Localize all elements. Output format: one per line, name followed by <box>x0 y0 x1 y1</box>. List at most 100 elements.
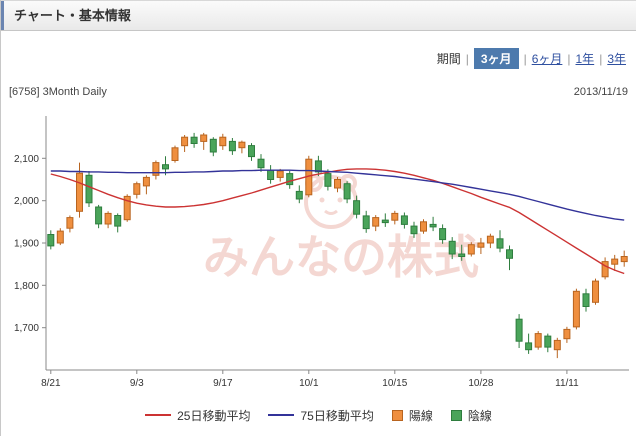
candle-body <box>506 249 513 259</box>
candle-body <box>95 206 103 225</box>
candle-body <box>66 217 74 229</box>
candle-body <box>362 215 370 230</box>
legend-ma75: 75日移動平均 <box>268 407 374 424</box>
period-selector: 期間 | 3ヶ月 | 6ヶ月 | 1年 | 3年 <box>437 48 626 69</box>
candle-body <box>171 147 179 161</box>
candle-body <box>238 141 246 149</box>
candle-body <box>582 293 590 308</box>
ma25-line-sample <box>145 414 172 416</box>
legend-bullish-label: 陽線 <box>408 408 433 423</box>
candle-body <box>477 242 485 248</box>
candle-body <box>324 173 332 187</box>
candle-body <box>563 328 571 340</box>
candle-body <box>553 339 561 351</box>
candle-body <box>601 261 609 278</box>
price-chart: みんなの株式 1,700 1,800 1,900 2,000 2,100 8/21 9/3 9… <box>14 116 629 389</box>
ma25-line <box>50 168 625 275</box>
candle-body <box>429 223 437 228</box>
candle-body <box>334 179 341 189</box>
x-tick-label: 10/1 <box>299 378 319 389</box>
watermark: みんなの株式 <box>203 174 479 283</box>
candle-body <box>76 172 83 212</box>
panel-header: チャート・基本情報 <box>1 0 636 31</box>
candle-body <box>104 212 112 225</box>
legend-ma25-label: 25日移動平均 <box>177 408 251 423</box>
candle-body <box>85 174 93 204</box>
candle-body <box>496 238 504 249</box>
candle-body <box>56 230 64 244</box>
panel-title: チャート・基本情報 <box>14 8 131 23</box>
chart-code-label: [6758] 3Month Daily <box>9 86 107 98</box>
candle-body <box>286 173 294 186</box>
candle-body <box>248 145 255 158</box>
candle-body <box>620 256 628 263</box>
candle-body <box>592 280 599 303</box>
candle-body <box>448 240 456 255</box>
x-tick-label: 9/17 <box>213 378 233 389</box>
candle-body <box>572 290 580 328</box>
ma75-line-sample <box>268 414 295 416</box>
candle-body <box>219 136 227 147</box>
legend-ma25: 25日移動平均 <box>145 407 250 424</box>
period-option-6months[interactable]: 6ヶ月 <box>531 52 563 66</box>
candle-body <box>458 253 466 257</box>
period-label: 期間 <box>436 52 461 66</box>
candle-body <box>162 164 169 170</box>
candle-body <box>295 190 303 200</box>
y-tick-label: 1,900 <box>14 239 39 250</box>
candle-body <box>391 212 399 221</box>
candle-body <box>190 136 198 145</box>
chart-date: 2013/11/19 <box>573 86 628 98</box>
candle-body <box>228 140 236 152</box>
candle-body <box>257 158 265 169</box>
chart-legend: 25日移動平均 75日移動平均 陽線 陰線 <box>1 402 636 428</box>
candle-body <box>47 234 55 247</box>
panel-header-accent <box>1 1 4 30</box>
candle-body <box>534 333 542 348</box>
candle-body <box>181 136 189 147</box>
candle-body <box>314 160 322 173</box>
candle-body <box>267 169 275 181</box>
period-option-1year[interactable]: 1年 <box>575 52 595 66</box>
x-tick-label: 11/11 <box>555 378 579 389</box>
candle-body <box>343 183 351 200</box>
y-tick-label: 2,100 <box>14 154 39 165</box>
candle-body <box>123 195 131 221</box>
y-tick-label: 1,700 <box>14 323 39 334</box>
bearish-candle-sample <box>450 409 462 421</box>
candle-body <box>381 219 389 224</box>
candle-body <box>142 176 150 187</box>
candle-body <box>544 335 552 348</box>
candle-body <box>525 342 533 351</box>
candle-body <box>152 162 160 176</box>
legend-ma75-label: 75日移動平均 <box>300 408 374 423</box>
x-tick-label: 9/3 <box>130 378 144 389</box>
period-option-3months[interactable]: 3ヶ月 <box>473 48 519 69</box>
candle-body <box>353 200 361 215</box>
ma75-line <box>50 169 625 221</box>
legend-bearish-label: 陰線 <box>467 408 492 423</box>
candle-body <box>200 134 208 142</box>
candle-body <box>209 138 217 153</box>
legend-bearish: 陰線 <box>450 407 492 424</box>
x-tick-label: 10/15 <box>382 378 407 389</box>
candle-body <box>114 215 122 227</box>
y-tick-label: 2,000 <box>14 196 39 207</box>
candle-body <box>439 228 447 241</box>
x-tick-label: 8/21 <box>41 378 61 389</box>
candle-body <box>420 221 427 232</box>
separator: | <box>567 51 571 66</box>
legend-bullish: 陽線 <box>391 407 433 424</box>
candle-body <box>276 170 284 178</box>
candle-body <box>133 183 141 195</box>
watermark-text: みんなの株式 <box>203 231 479 283</box>
chart-meta-row: [6758] 3Month Daily 2013/11/19 <box>9 86 628 98</box>
period-option-3years[interactable]: 3年 <box>607 52 626 66</box>
candle-body <box>372 217 380 227</box>
separator: | <box>599 51 603 66</box>
candle-body <box>611 258 619 265</box>
separator: | <box>465 51 469 66</box>
separator: | <box>523 51 527 66</box>
x-tick-label: 10/28 <box>468 378 493 389</box>
